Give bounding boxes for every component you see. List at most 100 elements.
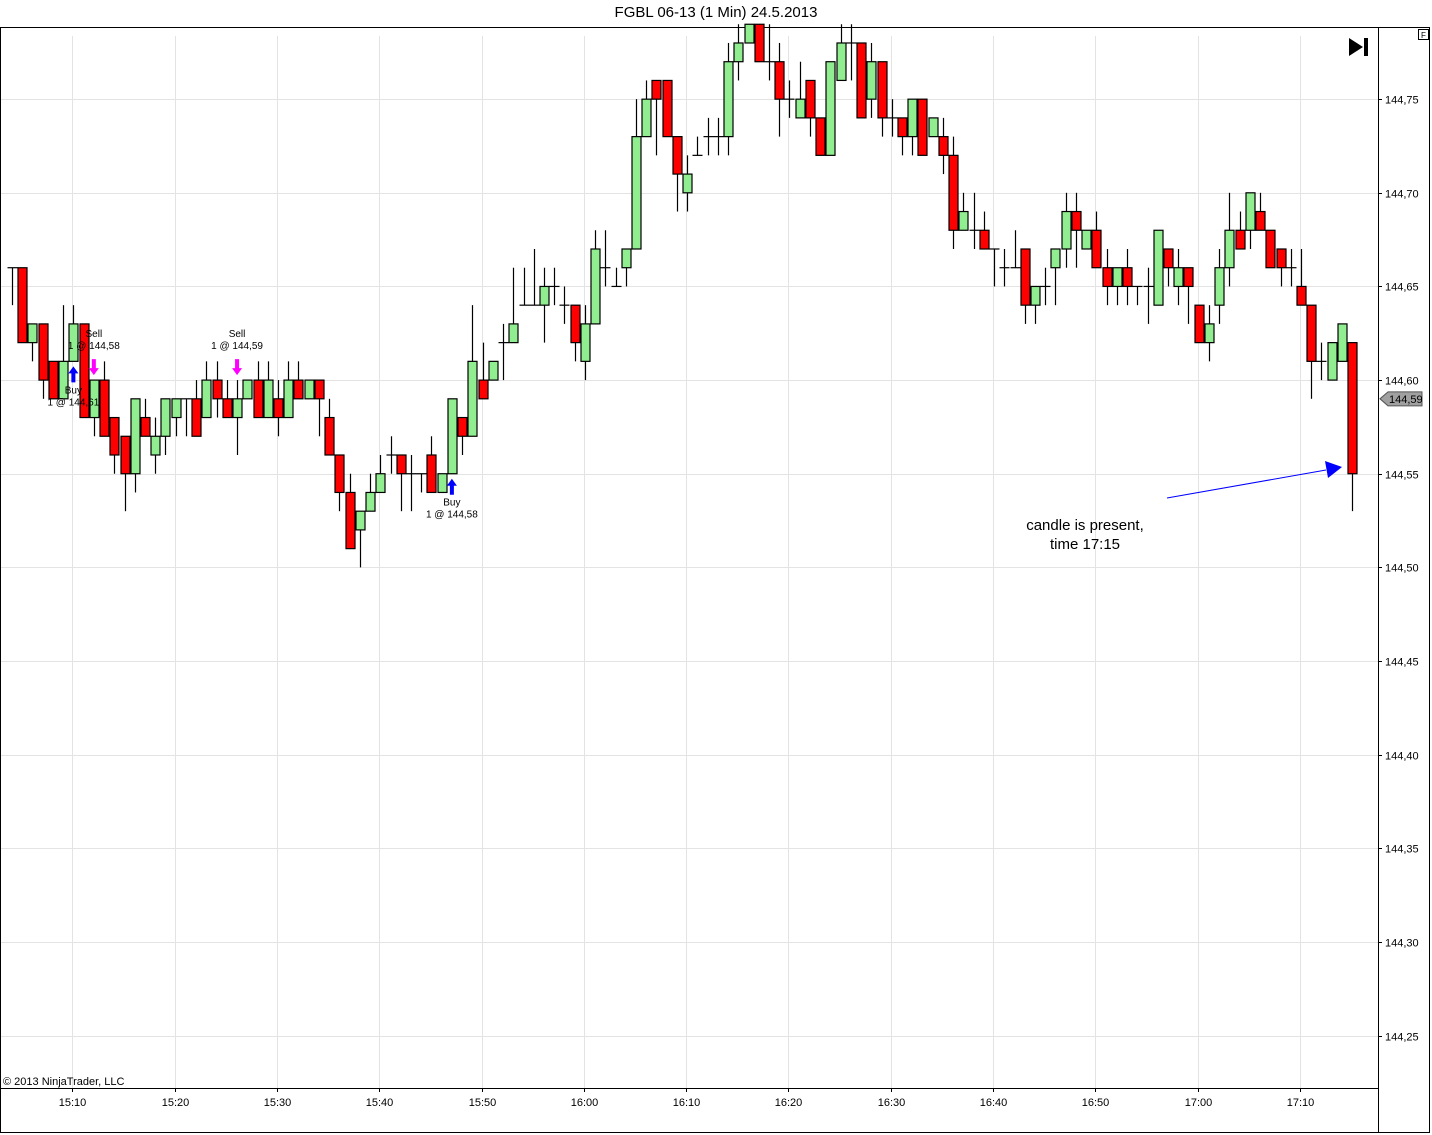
candle-down (1102, 267, 1113, 288)
candle-up (27, 323, 38, 344)
candle-up (355, 510, 366, 531)
candle-up (365, 491, 376, 512)
candle-up (641, 98, 652, 138)
skip-to-end-icon[interactable] (1346, 36, 1370, 58)
candle-down (478, 379, 489, 400)
sell-arrow-icon (232, 359, 243, 376)
candle-up (1153, 229, 1164, 306)
annotation-line-2: time 17:15 (1049, 536, 1121, 553)
trade-label: Buy (443, 498, 460, 509)
candle-down (314, 379, 325, 400)
candle-down (917, 98, 928, 156)
candle-up (283, 379, 294, 419)
candle-up (631, 136, 642, 250)
candle-up (150, 435, 161, 456)
x-tick-label: 17:10 (1287, 1097, 1315, 1109)
candle-down (293, 379, 304, 400)
candle-up (68, 323, 79, 362)
y-tick-label: 144,55 (1385, 470, 1419, 482)
annotation-arrowhead-icon (1325, 461, 1342, 478)
candle-up (958, 210, 969, 231)
trade-detail: 1 @ 144,59 (211, 341, 263, 352)
candle-up (375, 473, 386, 494)
candle-down (334, 454, 345, 494)
candle-up (836, 42, 847, 82)
candle-down (253, 379, 264, 419)
candle-up (1030, 285, 1041, 306)
candle-down (570, 304, 581, 344)
candle-up (488, 360, 499, 381)
candle-up (89, 379, 100, 419)
candle-down (938, 136, 949, 156)
x-tick-label: 17:00 (1185, 1097, 1213, 1109)
candle-down (1194, 304, 1205, 344)
x-tick-label: 15:20 (162, 1097, 190, 1109)
x-tick-label: 16:20 (775, 1097, 803, 1109)
candle-up (580, 323, 591, 362)
candle-up (58, 360, 69, 400)
trade-detail: 1 @ 144,61 (47, 397, 99, 408)
x-tick-label: 16:00 (571, 1097, 599, 1109)
candle-down (877, 61, 888, 119)
candle-down (805, 79, 816, 119)
candle-down (1183, 267, 1194, 288)
y-tick-label: 144,70 (1385, 189, 1419, 201)
candle-up (1050, 248, 1061, 269)
candle-up (744, 23, 755, 44)
candle-down (1235, 229, 1246, 250)
candle-down (1296, 285, 1307, 306)
candle-up (263, 379, 274, 419)
candle-down (79, 323, 90, 419)
chart-title: FGBL 06-13 (1 Min) 24.5.2013 (614, 4, 818, 21)
y-tick-label: 144,45 (1385, 657, 1419, 669)
trade-detail: 1 @ 144,58 (426, 510, 478, 521)
candle-up (171, 398, 182, 419)
x-tick-label: 16:40 (980, 1097, 1008, 1109)
candle-down (212, 379, 223, 400)
candle-down (815, 117, 826, 156)
candle-down (897, 117, 908, 138)
candle-down (396, 454, 407, 475)
candle-up (539, 285, 550, 306)
candle-down (856, 42, 867, 119)
candle-up (723, 61, 734, 138)
candle-up (437, 473, 448, 494)
candle-up (1061, 210, 1072, 250)
candle-down (1255, 210, 1266, 231)
trade-label: Sell (229, 329, 246, 340)
chart-frame (0, 27, 1430, 1133)
candle-up (242, 379, 253, 400)
candle-down (99, 379, 110, 437)
y-tick-label: 144,25 (1385, 1032, 1419, 1044)
x-tick-label: 16:30 (878, 1097, 906, 1109)
x-tick-label: 15:30 (264, 1097, 292, 1109)
last-price-marker (1379, 391, 1423, 407)
panel-badge[interactable]: F (1418, 29, 1429, 40)
candle-down (979, 229, 990, 250)
candle-up (621, 248, 632, 269)
candle-down (120, 435, 131, 475)
candle-up (1327, 342, 1338, 381)
trade-label: Buy (65, 385, 82, 396)
candle-down (1122, 267, 1133, 288)
y-tick-label: 144,50 (1385, 563, 1419, 575)
candle-up (508, 323, 519, 344)
y-tick-label: 144,65 (1385, 282, 1419, 294)
candle-down (140, 416, 151, 437)
candle-down (1071, 210, 1082, 231)
trade-label: Sell (85, 329, 102, 340)
buy-arrow-icon (446, 478, 457, 495)
candle-up (1337, 323, 1348, 362)
candle-up (1173, 267, 1184, 288)
copyright-text: © 2013 NinjaTrader, LLC (3, 1076, 125, 1088)
candle-up (825, 61, 836, 156)
candle-up (1112, 267, 1123, 288)
candle-down (273, 398, 284, 419)
candle-up (130, 398, 141, 475)
candle-down (672, 136, 683, 175)
candle-up (795, 98, 806, 119)
x-tick-label: 16:10 (673, 1097, 701, 1109)
candle-up (304, 379, 315, 400)
candle-up (1214, 267, 1225, 306)
